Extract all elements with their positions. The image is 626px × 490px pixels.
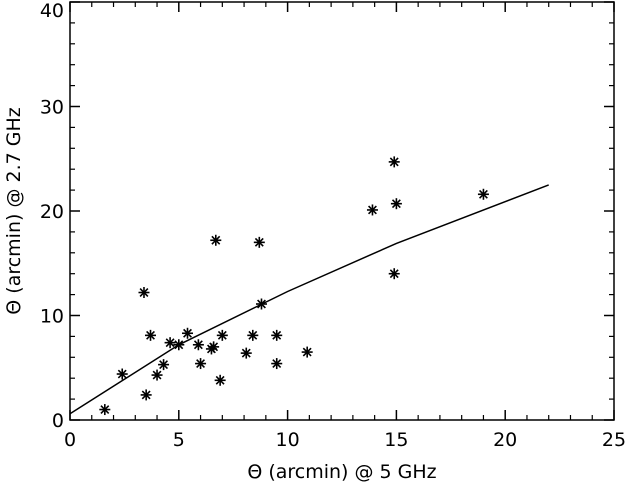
- y-tick-label: 40: [40, 0, 64, 22]
- y-tick-label: 0: [52, 410, 64, 432]
- data-point: [253, 236, 265, 248]
- data-points: [99, 156, 489, 416]
- data-point: [214, 374, 226, 386]
- x-axis: 0 5 10 15 20 25: [64, 2, 626, 451]
- x-tick-label: 15: [384, 429, 408, 451]
- y-tick-label: 20: [40, 201, 64, 223]
- data-point: [388, 156, 400, 168]
- data-point: [195, 358, 207, 370]
- x-tick-label: 10: [276, 429, 300, 451]
- data-point: [208, 341, 220, 353]
- data-point: [388, 268, 400, 280]
- data-point: [145, 329, 157, 341]
- fit-line-group: [69, 184, 549, 415]
- x-tick-label: 20: [493, 429, 517, 451]
- x-tick-label: 25: [602, 429, 626, 451]
- data-point: [271, 358, 283, 370]
- data-point: [192, 339, 204, 351]
- y-axis-title: Θ (arcmin) @ 2.7 GHz: [3, 107, 25, 314]
- data-point: [210, 234, 222, 246]
- data-point: [151, 369, 163, 381]
- data-point: [477, 188, 489, 200]
- data-point: [164, 337, 176, 349]
- data-point: [138, 287, 150, 299]
- data-point: [182, 327, 194, 339]
- data-point: [240, 347, 252, 359]
- y-tick-label: 10: [40, 306, 64, 328]
- y-tick-label: 30: [40, 97, 64, 119]
- x-tick-label: 0: [64, 429, 76, 451]
- data-point: [158, 359, 170, 371]
- data-point: [366, 204, 378, 216]
- data-point: [140, 389, 152, 401]
- x-tick-label: 5: [173, 429, 185, 451]
- y-axis: 0 10 20 30 40: [40, 0, 614, 432]
- data-point: [255, 298, 267, 310]
- data-point: [216, 329, 228, 341]
- data-point: [247, 329, 259, 341]
- fit-line: [69, 184, 549, 415]
- data-point: [173, 339, 185, 351]
- data-point: [271, 329, 283, 341]
- data-point: [301, 346, 313, 358]
- data-point: [116, 368, 128, 380]
- plot-frame: [69, 1, 615, 421]
- data-point: [99, 404, 111, 416]
- x-axis-title: Θ (arcmin) @ 5 GHz: [247, 461, 436, 483]
- data-point: [390, 198, 402, 210]
